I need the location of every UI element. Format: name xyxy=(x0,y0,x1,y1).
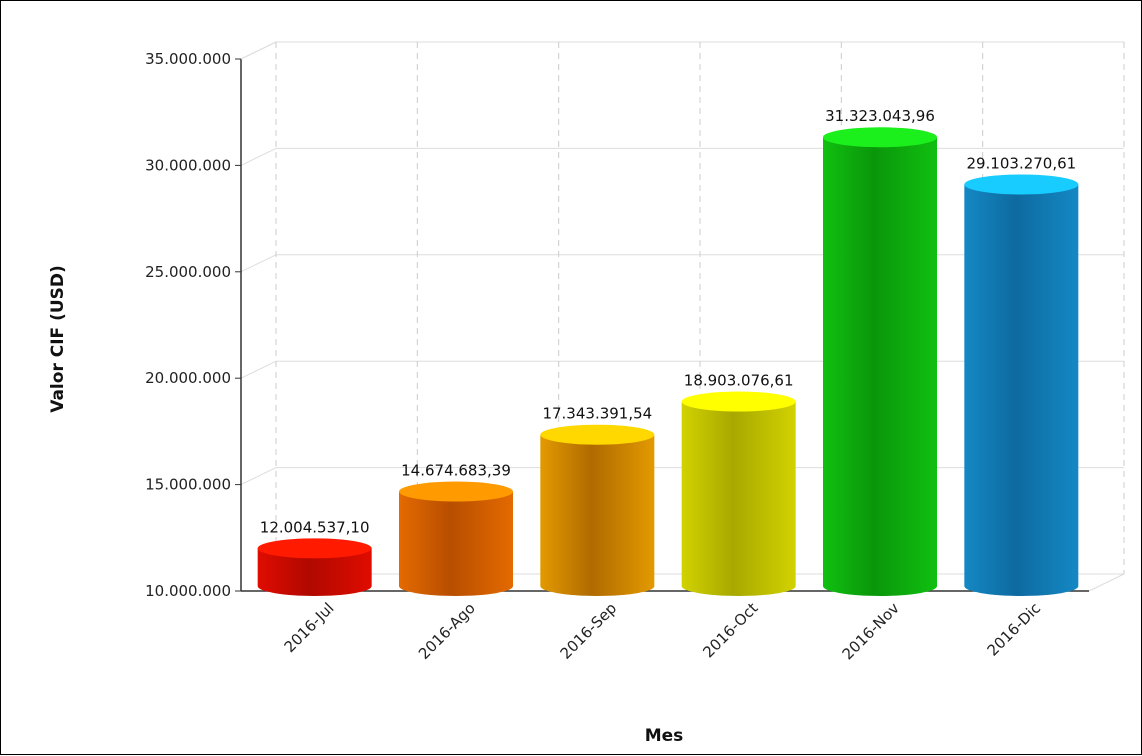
bar-2016-Nov xyxy=(823,127,937,597)
bar-body xyxy=(540,434,655,596)
gridline-h-depth xyxy=(240,467,277,486)
bar-top xyxy=(964,174,1079,195)
y-tick-label: 35.000.000 xyxy=(145,50,231,68)
bar-top xyxy=(257,538,372,559)
y-axis-title: Valor CIF (USD) xyxy=(48,265,68,413)
bar-body xyxy=(257,548,372,596)
data-label: 31.323.043,96 xyxy=(825,107,935,125)
data-labels: 12.004.537,10 14.674.683,39 17.343.391,54 1… xyxy=(260,107,1076,536)
gridline-h-depth xyxy=(240,254,277,273)
y-tick-labels: 10.000.000 15.000.000 20.000.000 25.000.000… xyxy=(145,50,231,600)
axes xyxy=(235,41,1089,592)
x-tick-label: 2016-Ago xyxy=(415,599,479,663)
bar-top xyxy=(681,391,796,412)
bar-body xyxy=(823,137,937,597)
bar-body xyxy=(964,184,1079,596)
data-label: 29.103.270,61 xyxy=(966,154,1076,172)
y-tick-label: 20.000.000 xyxy=(145,369,231,387)
bar-2016-Ago xyxy=(399,481,513,596)
x-axis-title: Mes xyxy=(645,726,684,746)
y-tick-label: 30.000.000 xyxy=(145,156,231,174)
x-tick-label: 2016-Dic xyxy=(984,599,1045,660)
bar-top xyxy=(823,127,937,148)
bars xyxy=(257,127,1079,597)
bar-2016-Dic xyxy=(964,174,1079,596)
bar-body xyxy=(399,491,513,596)
bar-top xyxy=(540,424,655,445)
bar-2016-Oct xyxy=(681,391,796,596)
data-label: 12.004.537,10 xyxy=(260,518,370,536)
gridline-h-depth xyxy=(240,147,277,166)
y-axis-depth xyxy=(240,41,277,60)
y-tick-label: 25.000.000 xyxy=(145,263,231,281)
gridline-h-depth xyxy=(240,360,277,379)
y-tick-label: 10.000.000 xyxy=(145,582,231,600)
bar-top xyxy=(399,481,513,502)
floor-right-edge xyxy=(1088,573,1125,592)
x-tick-label: 2016-Oct xyxy=(699,599,761,661)
x-tick-label: 2016-Nov xyxy=(839,599,903,663)
data-label: 18.903.076,61 xyxy=(684,372,794,390)
bar-2016-Sep xyxy=(540,424,655,596)
data-label: 17.343.391,54 xyxy=(542,405,652,423)
bar-2016-Jul xyxy=(257,538,372,596)
y-tick-label: 15.000.000 xyxy=(145,476,231,494)
x-tick-label: 2016-Sep xyxy=(557,599,621,663)
x-tick-label: 2016-Jul xyxy=(281,599,338,656)
bar-body xyxy=(681,401,796,596)
x-tick-labels: 2016-Jul 2016-Ago 2016-Sep 2016-Oct 2016-Nov… xyxy=(281,599,1045,663)
data-label: 14.674.683,39 xyxy=(401,462,511,480)
